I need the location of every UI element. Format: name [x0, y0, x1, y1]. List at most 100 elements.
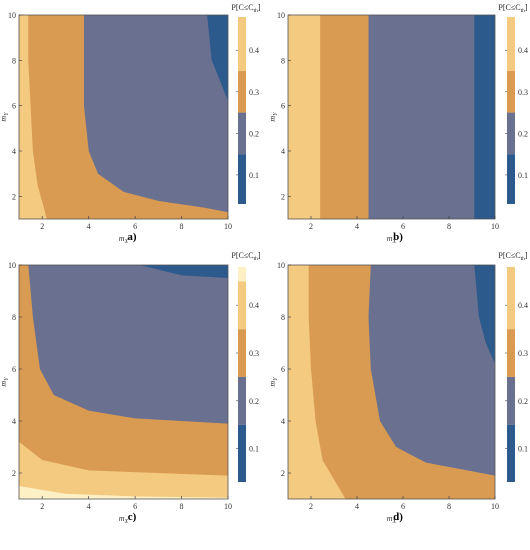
legend-swatch — [238, 376, 246, 425]
legend-swatch — [238, 17, 246, 72]
y-tick-label: 8 — [281, 56, 285, 65]
x-tick-label: 2 — [309, 502, 313, 511]
y-tick-label: 2 — [281, 192, 285, 201]
legend-tick-label: 0.1 — [249, 445, 259, 454]
legend-swatch — [507, 329, 515, 377]
x-axis-label: mX — [387, 514, 397, 525]
contour-region-0.25 — [19, 265, 228, 499]
legend-tick-label: 0.2 — [518, 397, 528, 406]
legend-swatch — [507, 154, 515, 204]
legend-tick-label: 0.3 — [518, 349, 528, 358]
plot-frame — [18, 264, 229, 500]
y-axis-label: mY — [0, 377, 10, 387]
y-tick-label: 6 — [12, 365, 16, 374]
plot-frame — [18, 14, 229, 220]
y-tick-label: 6 — [281, 102, 285, 111]
contour-region-0.45 — [19, 486, 228, 499]
panel-caption: b) — [393, 231, 403, 243]
x-tick-label: 8 — [180, 502, 184, 511]
chart-panel-1: 2 4 6 8 10 2 4 6 8 10 mX mY 0.1 0.2 0.3 0.4 P[C≤Cth] b) — [268, 3, 528, 245]
x-tick-label: 8 — [447, 222, 451, 231]
y-axis-label: mY — [0, 112, 10, 122]
panel-caption: c) — [128, 511, 137, 523]
x-tick-label: 2 — [40, 222, 44, 231]
y-tick-label: 10 — [8, 261, 16, 270]
contour-region-0.35 — [288, 15, 321, 219]
legend-swatch — [507, 112, 515, 155]
x-tick-label: 6 — [401, 502, 405, 511]
y-tick-label: 8 — [12, 313, 16, 322]
legend-swatch — [507, 267, 515, 330]
x-tick-label: 2 — [309, 222, 313, 231]
y-tick-label: 4 — [281, 147, 285, 156]
chart-panel-0: 2 4 6 8 10 2 4 6 8 10 mX mY 0.1 0.2 0.3 0.4 P[C≤Cth] a) — [0, 3, 261, 245]
legend-swatch — [507, 17, 515, 72]
legend-swatch — [238, 154, 246, 204]
x-tick-label: 10 — [491, 502, 499, 511]
x-tick-label: 4 — [355, 502, 359, 511]
legend-tick-label: 0.1 — [518, 445, 528, 454]
legend-tick-label: 0.4 — [518, 46, 528, 55]
y-tick-label: 8 — [281, 313, 285, 322]
legend-swatch — [507, 424, 515, 482]
x-tick-label: 8 — [180, 222, 184, 231]
y-tick-label: 4 — [12, 147, 16, 156]
x-tick-label: 4 — [87, 502, 91, 511]
legend-tick-label: 0.3 — [249, 88, 259, 97]
chart-panel-3: 2 4 6 8 10 2 4 6 8 10 mX mY 0.1 0.2 0.3 0.4 P[C≤Cth] d) — [268, 251, 528, 525]
legend-title: P[C≤Cth] — [498, 251, 527, 262]
legend-tick-label: 0.3 — [249, 349, 259, 358]
y-axis-label: mY — [268, 112, 279, 122]
legend-swatch — [507, 376, 515, 425]
y-tick-label: 6 — [12, 102, 16, 111]
legend-swatch — [238, 71, 246, 113]
legend-swatch — [507, 71, 515, 113]
contour-region-0.35 — [288, 265, 346, 499]
legend-tick-label: 0.3 — [518, 88, 528, 97]
x-tick-label: 8 — [447, 502, 451, 511]
y-tick-label: 6 — [281, 365, 285, 374]
legend-tick-label: 0.1 — [518, 171, 528, 180]
y-tick-label: 2 — [12, 469, 16, 478]
y-tick-label: 4 — [12, 417, 16, 426]
y-tick-label: 2 — [281, 469, 285, 478]
x-tick-label: 2 — [40, 502, 44, 511]
legend-title: P[C≤Cth] — [231, 3, 260, 14]
x-tick-label: 6 — [133, 502, 137, 511]
x-tick-label: 10 — [491, 222, 499, 231]
legend-tick-label: 0.2 — [249, 129, 259, 138]
x-tick-label: 6 — [401, 222, 405, 231]
plot-frame — [287, 14, 496, 220]
x-axis-label: mX — [119, 234, 129, 245]
y-tick-label: 8 — [12, 56, 16, 65]
contour-region-0.25 — [288, 265, 495, 499]
y-tick-label: 10 — [8, 11, 16, 20]
y-axis-label: mY — [268, 377, 279, 387]
chart-panel-2: 2 4 6 8 10 2 4 6 8 10 mX mY 0.1 0.2 0.3 0.4 P[C≤Cth] c) — [0, 251, 261, 525]
legend-tick-label: 0.2 — [249, 397, 259, 406]
legend-tick-label: 0.2 — [518, 129, 528, 138]
legend-tick-label: 0.4 — [249, 46, 259, 55]
legend-title: P[C≤Cth] — [498, 3, 527, 14]
y-tick-label: 10 — [277, 11, 285, 20]
x-axis-label: mX — [119, 514, 129, 525]
x-tick-label: 4 — [355, 222, 359, 231]
legend-swatch — [238, 281, 246, 330]
plot-frame — [287, 264, 496, 500]
panel-caption: a) — [127, 231, 137, 243]
legend-tick-label: 0.1 — [249, 171, 259, 180]
y-tick-label: 2 — [12, 192, 16, 201]
x-tick-label: 6 — [133, 222, 137, 231]
y-tick-label: 10 — [277, 261, 285, 270]
legend-title: P[C≤Cth] — [231, 251, 260, 262]
legend-tick-label: 0.4 — [518, 301, 528, 310]
legend-swatch — [238, 424, 246, 482]
contour-region-0.35 — [19, 441, 228, 499]
contour-region-0.25 — [19, 15, 228, 219]
x-tick-label: 10 — [224, 502, 232, 511]
x-axis-label: mX — [387, 234, 397, 245]
panel-caption: d) — [393, 511, 403, 523]
y-tick-label: 4 — [281, 417, 285, 426]
legend-swatch — [238, 329, 246, 377]
